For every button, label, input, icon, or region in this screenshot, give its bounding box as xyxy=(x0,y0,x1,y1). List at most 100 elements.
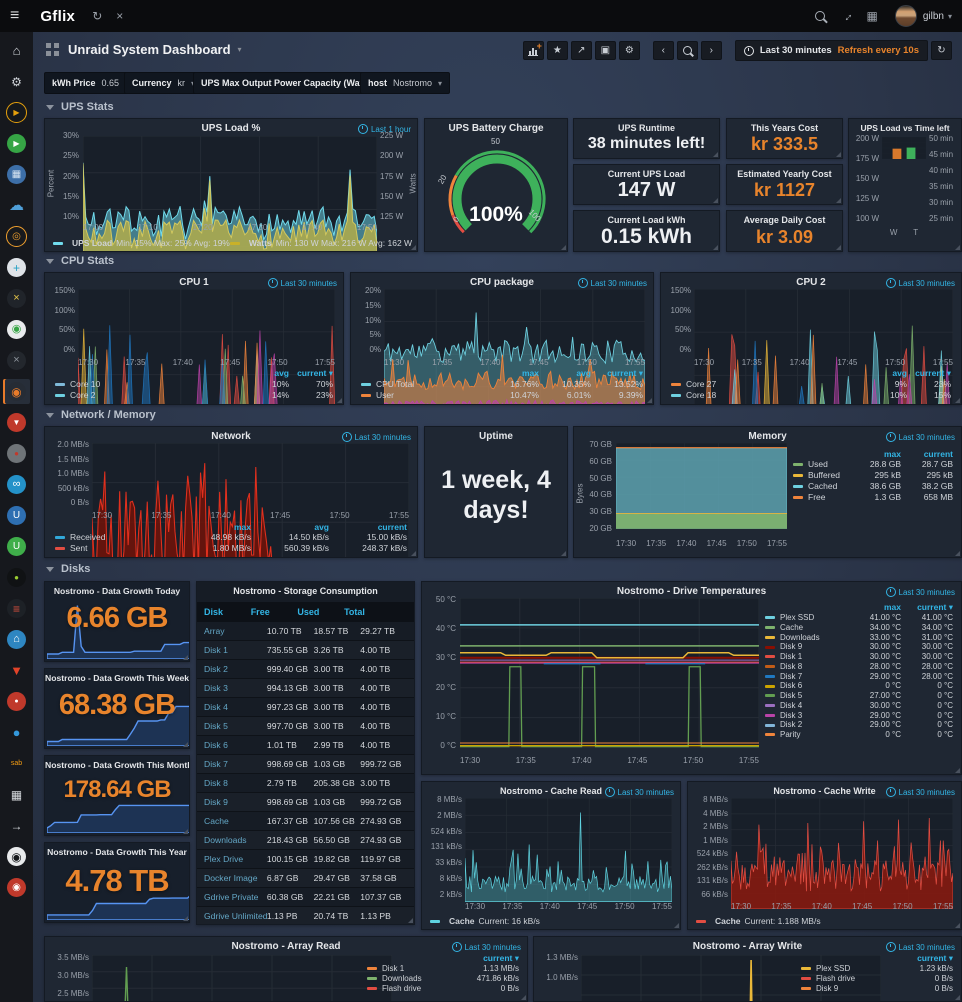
close-icon[interactable]: × xyxy=(116,9,124,23)
panel-time-range[interactable]: Last 30 minutes xyxy=(604,787,674,797)
legend-header[interactable]: max current ▾ xyxy=(765,602,953,613)
array-write-chart[interactable] xyxy=(581,955,881,1002)
legend-row[interactable]: Disk 8 28.00 °C 28.00 °C xyxy=(765,662,953,672)
legend-row[interactable]: Buffered 295 kB 295 kB xyxy=(793,470,953,481)
legend-row[interactable]: Core 27 9% 23% xyxy=(671,379,951,390)
panel-title[interactable]: UPS Battery Charge xyxy=(448,123,544,134)
legend-row[interactable]: Flash drive 0 B/s xyxy=(367,984,519,994)
sidebar-app-icon[interactable]: ● xyxy=(3,720,30,745)
table-header-cell[interactable]: Disk xyxy=(204,607,224,617)
template-variable[interactable]: host Nostromo ▾ xyxy=(368,78,442,88)
sidebar-app-icon[interactable]: ◉ xyxy=(3,844,30,869)
sidebar-app-icon[interactable]: ⌂ xyxy=(3,627,30,652)
legend-row[interactable]: Disk 6 0 °C 0 °C xyxy=(765,681,953,691)
sidebar-app-icon[interactable]: ▶ xyxy=(3,131,30,156)
panel-title[interactable]: Estimated Yearly Cost xyxy=(737,169,832,179)
panel-time-range[interactable]: Last 30 minutes xyxy=(885,587,955,597)
sidebar-app-icon[interactable]: ● xyxy=(3,441,30,466)
legend-row[interactable]: Disk 3 29.00 °C 0 °C xyxy=(765,711,953,721)
share-dashboard-button[interactable]: ↗ xyxy=(570,41,592,60)
zoom-out-button[interactable] xyxy=(676,41,698,60)
legend-row[interactable]: Disk 4 30.00 °C 0 °C xyxy=(765,701,953,711)
legend-row[interactable]: Disk 9 0 B/s xyxy=(801,984,953,994)
panel-title[interactable]: UPS Runtime xyxy=(617,123,675,133)
dashboard-settings-button[interactable]: ⚙ xyxy=(618,41,640,60)
panel-title[interactable]: Nostromo - Cache Write xyxy=(773,786,876,796)
panel-title[interactable]: CPU package xyxy=(470,277,534,288)
legend-item[interactable]: UPS Load Min: 15% Max: 25% Avg: 19% xyxy=(53,238,230,248)
ups-bars-chart[interactable] xyxy=(882,137,926,159)
sidebar-app-icon[interactable]: ▼ xyxy=(3,658,30,683)
array-read-chart[interactable] xyxy=(92,955,392,1002)
sidebar-app-icon[interactable]: ≡ xyxy=(3,596,30,621)
panel-time-range[interactable]: Last 30 minutes xyxy=(341,432,411,442)
search-icon[interactable] xyxy=(814,11,825,21)
panel-title[interactable]: Nostromo - Data Growth This Year xyxy=(47,847,187,857)
legend-row[interactable]: Downloads 471.86 kB/s xyxy=(367,974,519,984)
panel-title[interactable]: Current UPS Load xyxy=(607,169,686,179)
cache-write-chart[interactable] xyxy=(731,798,953,909)
legend-row[interactable]: Cache 34.00 °C 34.00 °C xyxy=(765,623,953,633)
panel-time-range[interactable]: Last 30 minutes xyxy=(885,278,955,288)
panel-title[interactable]: UPS Load vs Time left xyxy=(860,123,950,133)
legend-header[interactable]: max current xyxy=(793,449,953,459)
panel-title[interactable]: Network xyxy=(211,431,251,442)
legend-row[interactable]: Disk 2 29.00 °C 0 °C xyxy=(765,720,953,730)
legend-row[interactable]: Core 10 10% 70% xyxy=(55,379,333,390)
sidebar-app-icon[interactable]: ∞ xyxy=(3,472,30,497)
sidebar-app-icon[interactable]: ● xyxy=(3,689,30,714)
panel-time-range[interactable]: Last 30 minutes xyxy=(885,942,955,952)
sidebar-app-icon[interactable]: × xyxy=(3,348,30,373)
section-header-ups[interactable]: UPS Stats xyxy=(46,101,114,113)
table-header-cell[interactable]: Used xyxy=(297,607,320,617)
panel-title[interactable]: Nostromo - Array Read xyxy=(231,941,341,952)
panel-title[interactable]: CPU 2 xyxy=(796,277,826,288)
panel-time-range[interactable]: Last 30 minutes xyxy=(451,942,521,952)
legend-header[interactable]: max avg current xyxy=(55,522,407,532)
time-range-picker[interactable]: Last 30 minutes Refresh every 10s xyxy=(734,40,928,61)
legend-header[interactable]: max avg current ▾ xyxy=(361,368,643,379)
refresh-dashboard-button[interactable]: ↻ xyxy=(931,41,952,60)
legend-row[interactable]: Plex SSD 1.23 kB/s xyxy=(801,964,953,974)
sidebar-app-icon[interactable]: ⌂ xyxy=(3,38,30,63)
legend-row[interactable]: Cached 38.6 GB 38.2 GB xyxy=(793,481,953,492)
legend-item[interactable]: Cache Current: 16 kB/s xyxy=(430,916,540,926)
panel-title[interactable]: Uptime xyxy=(479,431,513,442)
legend-row[interactable]: Free 1.3 GB 658 MB xyxy=(793,492,953,503)
sidebar-app-icon[interactable]: U xyxy=(3,534,30,559)
org-panel-icon[interactable]: ▦ xyxy=(866,9,878,23)
sidebar-app-icon[interactable]: ◉ xyxy=(3,379,30,404)
legend-item[interactable]: Cache Current: 1.188 MB/s xyxy=(696,916,821,926)
panel-time-range[interactable]: Last 30 minutes xyxy=(267,278,337,288)
sidebar-app-icon[interactable]: ◎ xyxy=(3,224,30,249)
legend-row[interactable]: Parity 0 °C 0 °C xyxy=(765,730,953,740)
reload-icon[interactable]: ↻ xyxy=(92,9,103,23)
panel-title[interactable]: Nostromo - Data Growth This Month xyxy=(45,760,190,770)
sidebar-app-icon[interactable]: × xyxy=(3,286,30,311)
panel-time-range[interactable]: Last 1 hour xyxy=(357,124,411,134)
ups-load-chart[interactable] xyxy=(83,136,377,252)
legend-row[interactable]: Flash drive 0 B/s xyxy=(801,974,953,984)
sidebar-app-icon[interactable]: ▦ xyxy=(3,162,30,187)
panel-title[interactable]: Nostromo - Array Write xyxy=(692,941,803,952)
save-dashboard-button[interactable]: ▣ xyxy=(594,41,616,60)
legend-row[interactable]: Disk 5 27.00 °C 0 °C xyxy=(765,691,953,701)
sidebar-app-icon[interactable]: ▼ xyxy=(3,410,30,435)
legend-row[interactable]: Disk 9 30.00 °C 30.00 °C xyxy=(765,642,953,652)
sidebar-app-icon[interactable]: ▦ xyxy=(3,782,30,807)
sidebar-app-icon[interactable]: ☁ xyxy=(3,193,30,218)
fullscreen-icon[interactable]: ↔ xyxy=(837,6,856,26)
add-panel-button[interactable]: + xyxy=(522,41,544,60)
sidebar-app-icon[interactable]: ▶ xyxy=(3,100,30,125)
sidebar-app-icon[interactable]: ● xyxy=(3,565,30,590)
table-header-cell[interactable]: Free xyxy=(250,607,270,617)
sidebar-app-icon[interactable]: sab xyxy=(3,751,30,776)
legend-row[interactable]: Sent 1.80 MB/s 560.39 kB/s 248.37 kB/s xyxy=(55,543,407,554)
time-forward-button[interactable]: › xyxy=(700,41,722,60)
section-header-disks[interactable]: Disks xyxy=(46,563,90,575)
panel-title[interactable]: CPU 1 xyxy=(179,277,209,288)
sidebar-app-icon[interactable]: ◉ xyxy=(3,317,30,342)
sidebar-app-icon[interactable]: U xyxy=(3,503,30,528)
